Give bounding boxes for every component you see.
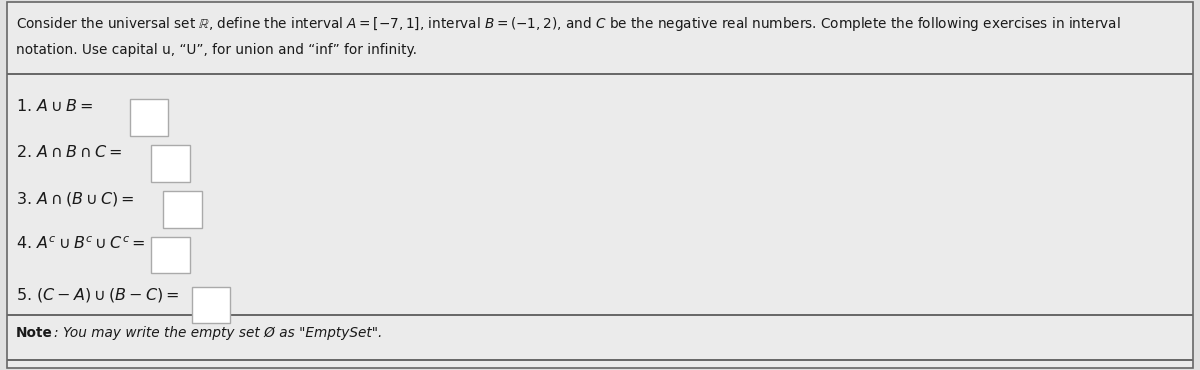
Text: 1. $A\cup B =$: 1. $A\cup B =$ <box>16 98 92 114</box>
Text: 2. $A\cap B\cap C =$: 2. $A\cap B\cap C =$ <box>16 144 122 160</box>
FancyBboxPatch shape <box>7 2 1193 368</box>
Text: 4. $A^c\cup B^c\cup C^c =$: 4. $A^c\cup B^c\cup C^c =$ <box>16 236 145 252</box>
Text: Consider the universal set $\mathbb{R}$, define the interval $A = [-7, 1]$, inte: Consider the universal set $\mathbb{R}$,… <box>16 15 1121 33</box>
FancyBboxPatch shape <box>151 145 190 182</box>
Text: : You may write the empty set Ø as "EmptySet".: : You may write the empty set Ø as "Empt… <box>54 326 383 340</box>
FancyBboxPatch shape <box>163 191 202 228</box>
FancyBboxPatch shape <box>130 99 168 136</box>
Text: notation. Use capital u, “U”, for union and “inf” for infinity.: notation. Use capital u, “U”, for union … <box>16 43 416 57</box>
Text: 3. $A\cap (B\cup C) =$: 3. $A\cap (B\cup C) =$ <box>16 190 134 208</box>
Text: Note: Note <box>16 326 53 340</box>
FancyBboxPatch shape <box>192 287 230 323</box>
FancyBboxPatch shape <box>151 237 190 273</box>
Text: 5. $(C - A)\cup (B - C) =$: 5. $(C - A)\cup (B - C) =$ <box>16 286 179 304</box>
